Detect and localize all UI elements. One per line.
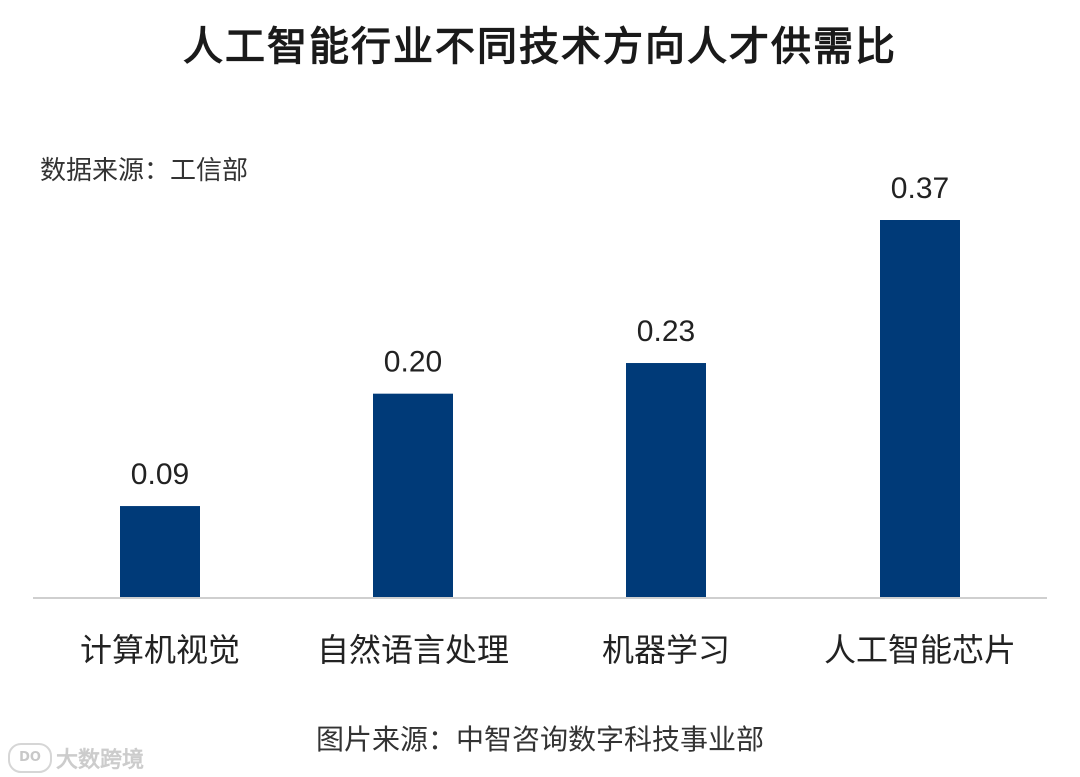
x-tick-label-1: 计算机视觉 xyxy=(80,631,240,669)
bar-value-label-3: 0.23 xyxy=(637,315,695,348)
watermark: DO 大数跨境 xyxy=(8,742,144,774)
x-tick-label-2: 自然语言处理 xyxy=(317,631,509,669)
bar-4 xyxy=(880,220,960,598)
bar-value-label-1: 0.09 xyxy=(131,458,189,491)
bar-value-label-4: 0.37 xyxy=(891,172,949,205)
bar-3 xyxy=(626,363,706,598)
x-tick-label-3: 机器学习 xyxy=(602,631,730,669)
chart-title: 人工智能行业不同技术方向人才供需比 xyxy=(183,24,897,70)
bar-1 xyxy=(120,506,200,598)
data-source-note: 数据来源：工信部 xyxy=(40,156,249,186)
bar-2 xyxy=(373,393,453,598)
x-tick-label-4: 人工智能芯片 xyxy=(824,631,1016,669)
bar-chart: 0.09 计算机视觉 0.20 自然语言处理 0.23 机器学习 0.37 人工智能芯片 xyxy=(33,172,1047,669)
bar-value-label-2: 0.20 xyxy=(384,346,442,379)
image-source-note: 图片来源：中智咨询数字科技事业部 xyxy=(315,723,764,756)
watermark-logo-icon: DO xyxy=(8,743,52,773)
bars-layer xyxy=(120,220,960,598)
watermark-text: 大数跨境 xyxy=(56,748,145,773)
labels-layer: 0.09 计算机视觉 0.20 自然语言处理 0.23 机器学习 0.37 人工智能芯片 xyxy=(80,172,1016,669)
